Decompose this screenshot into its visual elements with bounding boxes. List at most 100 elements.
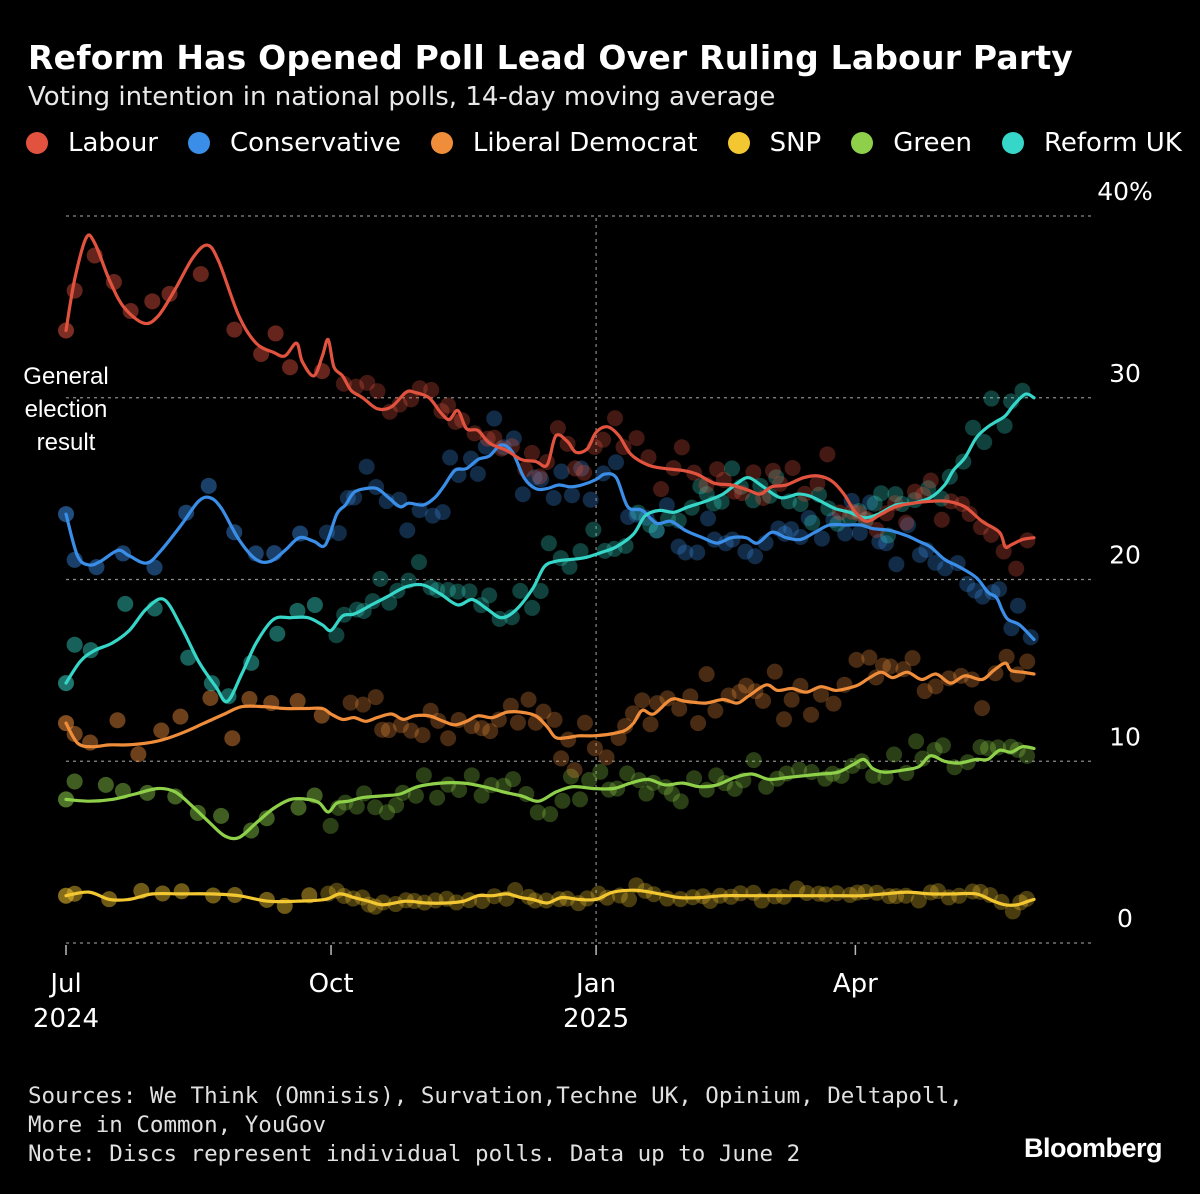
- source-line-1: Sources: We Think (Omnisis), Survation,T…: [28, 1083, 963, 1109]
- poll-disc: [375, 894, 392, 911]
- poll-disc: [755, 692, 772, 709]
- poll-disc: [581, 771, 598, 788]
- poll-disc: [289, 602, 306, 619]
- poll-disc: [875, 657, 892, 674]
- poll-disc: [851, 524, 868, 541]
- poll-disc: [226, 321, 243, 338]
- poll-disc: [562, 768, 579, 785]
- poll-disc: [621, 891, 638, 908]
- poll-disc: [700, 510, 717, 527]
- poll-disc: [862, 494, 879, 511]
- poll-disc: [708, 767, 725, 784]
- poll-disc: [167, 788, 184, 805]
- poll-disc: [573, 460, 590, 477]
- note-line: Note: Discs represent individual polls. …: [28, 1141, 801, 1167]
- poll-disc: [800, 509, 817, 526]
- series-lines: [64, 233, 1036, 907]
- legend-item-liberal-democrat: Liberal Democrat: [430, 128, 698, 158]
- poll-disc: [388, 797, 405, 814]
- poll-disc: [648, 522, 665, 539]
- poll-disc: [745, 752, 762, 769]
- poll-disc: [549, 420, 566, 437]
- poll-disc: [991, 581, 1008, 598]
- legend-swatch-liberal-democrat: [430, 132, 453, 154]
- poll-disc: [561, 558, 578, 575]
- poll-disc: [567, 460, 584, 477]
- poll-disc: [659, 690, 676, 707]
- poll-disc: [926, 742, 943, 759]
- poll-disc: [758, 778, 775, 795]
- poll-disc: [486, 410, 503, 427]
- y-tick-label-30: 30: [1109, 359, 1141, 388]
- poll-disc: [566, 762, 583, 779]
- poll-disc: [937, 560, 954, 577]
- poll-disc: [784, 459, 801, 476]
- poll-disc: [698, 666, 715, 683]
- series-line-conservative: [64, 443, 1036, 642]
- poll-disc: [306, 596, 323, 613]
- poll-disc: [673, 439, 690, 456]
- legend-item-snp: SNP: [727, 128, 821, 158]
- poll-disc: [243, 822, 260, 839]
- poll-disc: [374, 721, 391, 738]
- poll-disc: [951, 887, 968, 904]
- poll-disc: [481, 587, 498, 604]
- poll-disc: [392, 717, 409, 734]
- legend-item-green: Green: [851, 128, 972, 158]
- poll-disc: [563, 487, 580, 504]
- poll-disc: [638, 785, 655, 802]
- poll-disc: [809, 475, 826, 492]
- election-annotation: General election result: [23, 363, 108, 456]
- poll-disc: [810, 885, 827, 902]
- poll-disc: [707, 702, 724, 719]
- poll-disc: [533, 471, 550, 488]
- series-line-green: [64, 744, 1036, 841]
- x-tick-label-oct: Oct: [309, 969, 354, 999]
- poll-disc: [765, 462, 782, 479]
- poll-disc: [379, 804, 396, 821]
- series-line-snp: [64, 888, 1036, 907]
- poll-disc: [473, 787, 490, 804]
- poll-disc: [289, 693, 306, 710]
- poll-disc: [628, 430, 645, 447]
- poll-disc: [672, 793, 689, 810]
- poll-disc: [545, 490, 562, 507]
- poll-disc: [873, 485, 890, 502]
- annotation-line-2: election: [25, 396, 108, 423]
- y-axis-ticks: 40% 30 20 10 0: [1097, 177, 1153, 933]
- poll-disc: [882, 658, 899, 675]
- poll-disc: [686, 770, 703, 787]
- poll-disc: [505, 430, 522, 447]
- poll-disc: [914, 750, 931, 767]
- poll-disc: [619, 765, 636, 782]
- poll-disc: [526, 469, 543, 486]
- poll-disc: [927, 678, 944, 695]
- poll-disc: [965, 419, 982, 436]
- poll-disc: [461, 583, 478, 600]
- poll-disc: [920, 480, 937, 497]
- poll-disc: [542, 806, 559, 823]
- poll-disc: [358, 458, 375, 475]
- poll-disc: [153, 722, 170, 739]
- poll-disc: [509, 714, 526, 731]
- poll-disc: [792, 495, 809, 512]
- poll-disc: [585, 521, 602, 538]
- poll-disc: [434, 504, 451, 521]
- poll-disc: [407, 787, 424, 804]
- poll-disc: [861, 649, 878, 666]
- poll-disc: [690, 715, 707, 732]
- poll-disc: [871, 533, 888, 550]
- legend-label-conservative: Conservative: [230, 128, 401, 158]
- poll-disc: [378, 493, 395, 510]
- poll-disc: [1019, 653, 1036, 670]
- series-line-labour: [64, 233, 1036, 550]
- poll-disc: [554, 792, 571, 809]
- poll-disc: [109, 712, 126, 729]
- poll-disc: [576, 714, 593, 731]
- x-tick-year-2025: 2025: [563, 1004, 629, 1034]
- poll-disc: [898, 514, 915, 531]
- poll-disc: [514, 486, 531, 503]
- poll-disc: [1009, 666, 1026, 683]
- poll-disc: [671, 700, 688, 717]
- poll-disc: [342, 694, 359, 711]
